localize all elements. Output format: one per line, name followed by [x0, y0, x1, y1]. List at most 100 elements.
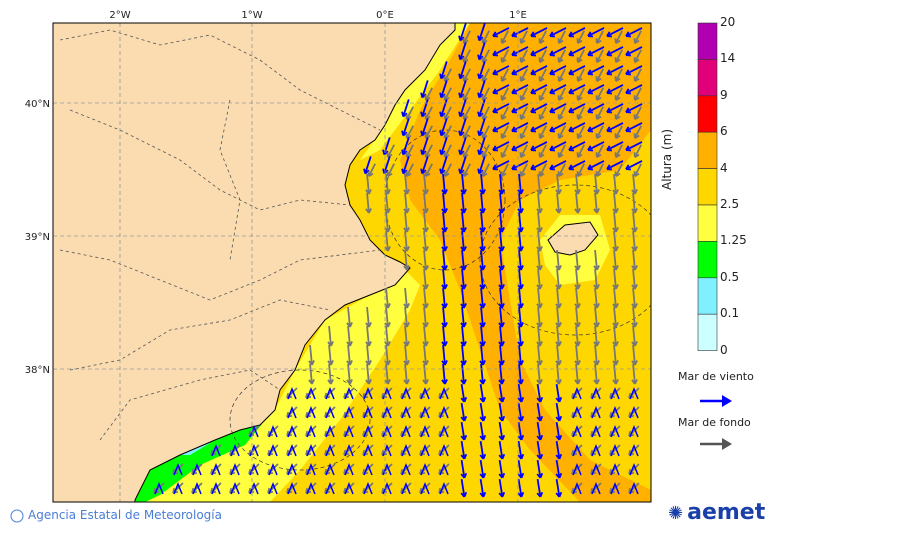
wind-sea-arrow — [498, 421, 506, 441]
wind-sea-chevron — [268, 462, 278, 476]
wind-sea-arrow — [536, 402, 544, 422]
wind-sea-chevron — [401, 481, 411, 495]
swell-arrow — [384, 363, 391, 385]
swell-arrow — [612, 306, 619, 328]
swell-arrow — [462, 87, 471, 102]
swell-arrow — [481, 87, 490, 102]
wind-sea-arrow — [401, 118, 410, 137]
wind-sea-chevron — [306, 405, 316, 419]
colorbar-tick: 20 — [720, 15, 736, 29]
lat-label: 40°N — [25, 99, 50, 110]
wind-sea-arrow — [479, 211, 486, 233]
wind-sea-arrow — [549, 65, 567, 76]
wind-sea-chevron — [268, 424, 278, 438]
colorbar-segment — [697, 277, 718, 315]
wind-sea-arrow — [549, 27, 567, 38]
wind-sea-chevron — [344, 405, 354, 419]
wind-sea-arrow — [625, 84, 643, 95]
swell-arrow — [384, 344, 391, 366]
wind-sea-arrow — [477, 42, 486, 61]
wind-sea-chevron — [629, 462, 639, 476]
lat-label: 39°N — [25, 232, 50, 243]
swell-arrow — [536, 344, 543, 366]
swell-arrow — [386, 163, 395, 178]
wind-sea-arrow — [460, 306, 467, 328]
lon-label: 1°W — [241, 10, 262, 21]
wind-sea-arrow — [498, 192, 505, 214]
swell-arrow — [443, 163, 452, 178]
wind-sea-arrow — [568, 84, 586, 95]
wind-sea-arrow — [460, 211, 467, 233]
wind-sea-arrow — [477, 61, 486, 80]
wind-sea-arrow — [498, 249, 505, 271]
swell-arrow — [536, 173, 543, 195]
swell-arrow — [555, 306, 562, 328]
swell-arrow — [612, 249, 619, 271]
wind-sea-chevron — [382, 443, 392, 457]
swell-arrow — [576, 163, 585, 178]
wind-sea-arrow — [498, 478, 506, 498]
swell-arrow — [555, 344, 562, 366]
wind-sea-chevron — [363, 481, 373, 495]
swell-arrow — [481, 163, 490, 178]
wind-sea-chevron — [572, 443, 582, 457]
swell-arrow — [403, 306, 410, 328]
swell-arrow — [384, 230, 391, 252]
swell-arrow — [614, 144, 623, 159]
swell-arrow — [631, 287, 638, 309]
wind-sea-arrow — [511, 84, 529, 95]
swell-arrow — [327, 325, 334, 347]
wind-sea-arrow — [536, 440, 544, 460]
wind-sea-arrow — [479, 249, 486, 271]
graticule — [53, 23, 651, 502]
swell-arrow — [574, 249, 581, 271]
wind-sea-arrow — [479, 363, 486, 385]
swell-arrow — [576, 49, 585, 64]
swell-arrow — [422, 306, 429, 328]
wind-sea-chevron — [249, 424, 259, 438]
swell-arrow — [593, 268, 600, 290]
swell-arrow — [403, 230, 410, 252]
wind-sea-arrow — [458, 156, 467, 175]
wind-sea-chevron — [591, 462, 601, 476]
swell-arrow — [612, 211, 619, 233]
swell-arrow — [631, 325, 638, 347]
swell-arrow — [536, 363, 543, 385]
wind-sea-arrow — [555, 478, 563, 498]
sea-orange-zone — [400, 23, 651, 502]
wind-sea-arrow — [517, 440, 525, 460]
wind-sea-arrow — [587, 27, 605, 38]
swell-arrow — [424, 87, 433, 102]
swell-arrow — [633, 68, 642, 83]
swell-arrow — [384, 325, 391, 347]
wind-sea-arrow — [511, 46, 529, 57]
wind-sea-arrow — [441, 249, 448, 271]
wind-sea-arrow — [439, 118, 448, 137]
wind-sea-arrow — [587, 141, 605, 152]
swell-arrow — [500, 68, 509, 83]
swell-arrow — [405, 125, 414, 140]
swell-arrow — [631, 363, 638, 385]
wind-sea-arrow — [511, 103, 529, 114]
colorbar-tick: 14 — [720, 51, 736, 66]
wind-sea-arrow — [479, 306, 486, 328]
swell-arrow — [536, 268, 543, 290]
wind-sea-arrow — [536, 421, 544, 441]
swell-arrow — [443, 125, 452, 140]
wind-sea-arrow — [530, 84, 548, 95]
wind-sea-chevron — [306, 424, 316, 438]
swell-arrow — [574, 192, 581, 214]
swell-arrow — [612, 287, 619, 309]
wind-sea-arrow — [498, 440, 506, 460]
swell-arrow — [595, 30, 604, 45]
wind-sea-arrow — [498, 459, 506, 479]
swell-arrow — [576, 68, 585, 83]
swell-arrow — [612, 192, 619, 214]
swell-arrow — [593, 192, 600, 214]
swell-arrow — [538, 144, 547, 159]
aemet-logo: aemet — [687, 500, 766, 525]
swell-arrow — [519, 144, 528, 159]
wind-sea-arrow — [517, 402, 525, 422]
wind-sea-chevron — [249, 443, 259, 457]
